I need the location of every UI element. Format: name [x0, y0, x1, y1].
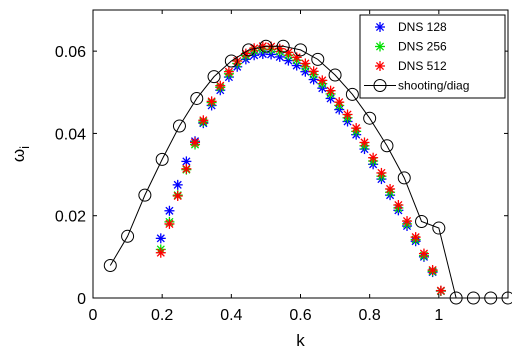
data-point: [190, 91, 204, 105]
legend-label: shooting/diag: [398, 79, 469, 93]
legend-box: [359, 14, 506, 99]
x-tick-label: 0: [89, 307, 98, 324]
x-tick-label: 0.4: [220, 307, 242, 324]
data-point: [206, 96, 217, 107]
data-point: [308, 66, 319, 77]
data-point: [172, 179, 183, 190]
data-point: [155, 152, 169, 166]
axes: 0 0.2 0.4 0.6 0.8 1 0 0.02 0.04 0.06 k ωi: [9, 9, 509, 350]
legend-label: DNS 512: [398, 59, 447, 73]
data-point: [215, 80, 226, 91]
y-tick-label: 0.02: [55, 209, 86, 226]
legend-label: DNS 128: [398, 20, 447, 34]
data-point: [432, 221, 446, 235]
legend-entry-dns-128: DNS 128: [375, 20, 447, 34]
data-point: [328, 68, 342, 82]
data-point: [121, 229, 135, 243]
data-point: [393, 200, 404, 211]
legend-marker: [375, 41, 385, 52]
data-point: [368, 152, 379, 163]
data-point: [242, 43, 256, 57]
data-point: [435, 285, 446, 296]
x-tick-label: 1: [434, 307, 443, 324]
y-axis-label-main: ω: [9, 149, 28, 162]
legend-entry-dns-256: DNS 256: [375, 40, 447, 54]
data-point: [190, 137, 201, 148]
data-point: [427, 265, 438, 276]
y-tick-label: 0: [77, 291, 86, 308]
data-point: [207, 70, 221, 84]
data-point: [198, 115, 209, 126]
legend-label: DNS 256: [398, 40, 447, 54]
data-point: [274, 43, 285, 54]
data-point: [223, 66, 234, 77]
data-point: [397, 171, 411, 185]
data-point: [103, 258, 117, 272]
data-point: [181, 163, 192, 174]
data-point: [300, 58, 311, 69]
data-point: [276, 39, 290, 53]
data-point: [138, 188, 152, 202]
data-point: [172, 190, 183, 201]
data-point: [155, 247, 166, 258]
plot-area: [103, 39, 512, 305]
y-tick-label: 0.04: [55, 126, 86, 143]
data-point: [294, 43, 307, 57]
data-point: [259, 39, 273, 53]
legend-entry-shooting-diag: shooting/diag: [364, 79, 469, 93]
data-point: [164, 218, 175, 229]
data-point: [380, 139, 394, 153]
x-tick-label: 0.6: [289, 307, 311, 324]
data-point: [410, 232, 421, 243]
data-point: [345, 87, 359, 101]
legend-marker: [375, 61, 385, 71]
data-point: [164, 205, 175, 216]
series-dns-512: [155, 41, 446, 296]
data-point: [418, 248, 429, 259]
data-point: [363, 111, 377, 125]
data-point: [172, 119, 186, 133]
data-point: [155, 233, 166, 244]
data-point: [351, 123, 362, 134]
legend-marker: [375, 22, 385, 32]
data-point: [334, 97, 345, 108]
legend-entry-dns-512: DNS 512: [375, 59, 447, 73]
data-point: [311, 52, 325, 66]
data-point: [291, 52, 302, 63]
data-point: [376, 167, 387, 178]
data-point: [342, 109, 353, 120]
x-tick-label: 0.8: [359, 307, 381, 324]
data-point: [385, 183, 396, 194]
y-axis-label-subscript: i: [17, 146, 32, 149]
data-point: [415, 214, 429, 228]
y-tick-label: 0.06: [55, 44, 86, 61]
x-tick-label: 0.2: [151, 307, 173, 324]
legend-marker: [373, 79, 387, 92]
data-point: [402, 216, 413, 227]
data-point: [317, 75, 328, 86]
data-point: [224, 54, 238, 68]
x-axis-label: k: [296, 331, 305, 350]
y-axis-label: ωi: [9, 146, 32, 162]
legend: DNS 128 DNS 256 DNS 512 shooting/diag: [359, 14, 506, 99]
data-point: [359, 137, 370, 148]
data-point: [325, 85, 336, 96]
